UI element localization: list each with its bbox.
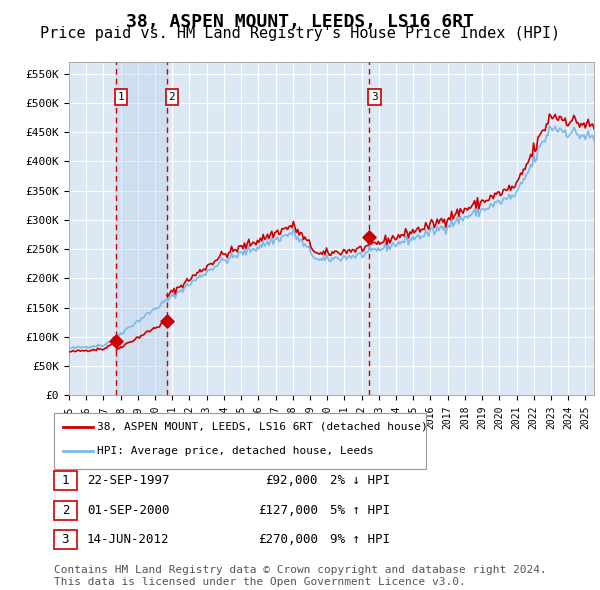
Bar (116, 62, 167, 395)
Point (111, 337, 121, 346)
Text: 22-SEP-1997: 22-SEP-1997 (87, 474, 170, 487)
Text: Contains HM Land Registry data © Crown copyright and database right 2024.
This d: Contains HM Land Registry data © Crown c… (54, 565, 547, 587)
Text: 1: 1 (62, 474, 69, 487)
Text: 9% ↑ HPI: 9% ↑ HPI (330, 533, 390, 546)
Text: 3: 3 (371, 92, 378, 102)
Text: 2: 2 (62, 504, 69, 517)
Text: 38, ASPEN MOUNT, LEEDS, LS16 6RT: 38, ASPEN MOUNT, LEEDS, LS16 6RT (126, 13, 474, 31)
Text: 3: 3 (62, 533, 69, 546)
Text: 38, ASPEN MOUNT, LEEDS, LS16 6RT (detached house): 38, ASPEN MOUNT, LEEDS, LS16 6RT (detach… (97, 422, 428, 431)
Text: 2% ↓ HPI: 2% ↓ HPI (330, 474, 390, 487)
Text: £127,000: £127,000 (258, 504, 318, 517)
Text: £92,000: £92,000 (265, 474, 318, 487)
Text: Price paid vs. HM Land Registry's House Price Index (HPI): Price paid vs. HM Land Registry's House … (40, 26, 560, 41)
Text: 2: 2 (169, 92, 175, 102)
Text: 01-SEP-2000: 01-SEP-2000 (87, 504, 170, 517)
Text: 14-JUN-2012: 14-JUN-2012 (87, 533, 170, 546)
Text: 1: 1 (118, 92, 124, 102)
Text: £270,000: £270,000 (258, 533, 318, 546)
Point (162, 316, 172, 326)
Point (365, 232, 374, 242)
Text: 5% ↑ HPI: 5% ↑ HPI (330, 504, 390, 517)
Text: HPI: Average price, detached house, Leeds: HPI: Average price, detached house, Leed… (97, 447, 374, 456)
